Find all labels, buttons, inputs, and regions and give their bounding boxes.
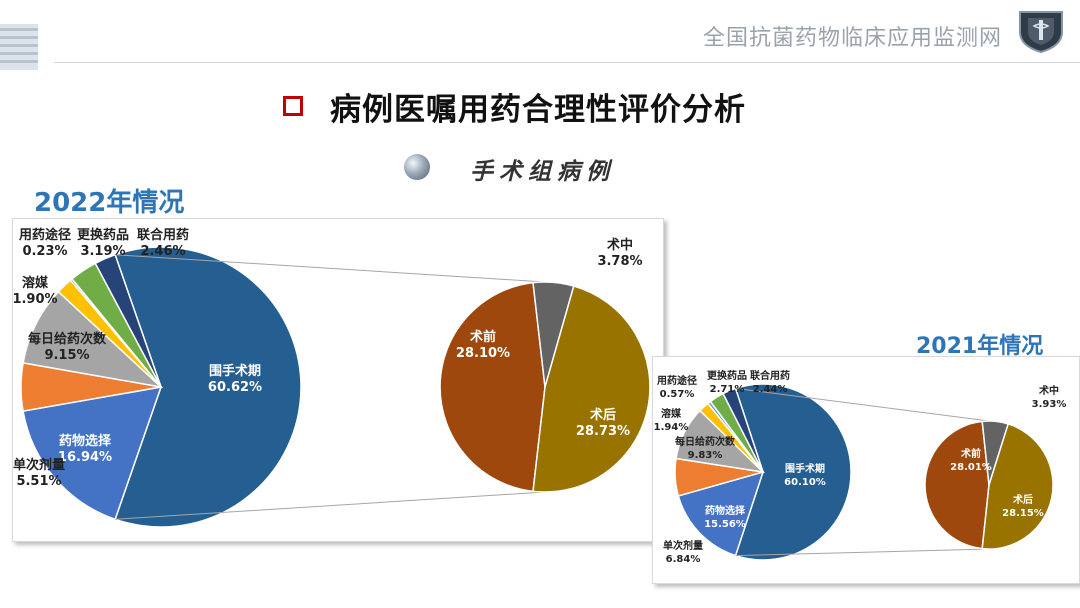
data-label-name: 围手术期 [785, 462, 825, 475]
connector-line [115, 491, 546, 520]
data-label-pct: 2.46% [140, 244, 185, 259]
data-label-pct: 9.15% [44, 348, 89, 363]
data-label-pct: 0.57% [660, 389, 695, 400]
data-label-pct: 9.83% [688, 450, 723, 461]
header-rule [54, 62, 1080, 63]
chart-2021-panel: 围手术期 60.10% 药物选择 15.56% 单次剂量 6.84% 每日给药次数 9.83%… [652, 356, 1080, 584]
data-label-name: 单次剂量 [663, 539, 703, 552]
breakdown-label-name: 术中 [1038, 384, 1059, 397]
connector-line [115, 254, 546, 283]
data-label-pct: 2.44% [753, 384, 788, 395]
data-label-name: 每日给药次数 [28, 331, 107, 347]
header-stripes-decoration [0, 24, 38, 70]
data-label-pct: 16.94% [58, 450, 112, 465]
breakdown-label-pct: 28.73% [576, 424, 630, 439]
chart-2021-svg: 围手术期 60.10% 药物选择 15.56%单次剂量 6.84% 每日给药次数 9.83%… [654, 369, 1067, 565]
chart-2022-panel: 围手术期 60.62% 药物选择 16.94% 单次剂量 5.51% 每日给药次数 9.15%… [12, 218, 664, 542]
data-label-pct: 2.71% [710, 384, 745, 395]
breakdown-slice [532, 285, 651, 493]
data-label-pct: 5.51% [16, 474, 61, 489]
data-label-pct: 60.62% [208, 380, 262, 395]
data-label-pct: 1.90% [13, 292, 58, 307]
data-label-name: 每日给药次数 [675, 435, 736, 448]
data-label-pct: 15.56% [704, 519, 746, 530]
pie-slice [22, 290, 164, 389]
data-label-pct: 6.84% [666, 554, 701, 565]
connector-line [735, 387, 990, 422]
subtitle: 手术组病例 [470, 158, 615, 185]
data-label-name: 用药途径 [18, 227, 71, 243]
pie-slice [94, 253, 162, 388]
breakdown-label-pct: 28.01% [950, 462, 992, 473]
breakdown-label-name: 术后 [589, 407, 616, 423]
pie-slice [114, 246, 302, 528]
shield-logo-icon [1012, 6, 1070, 54]
data-label-name: 围手术期 [209, 363, 261, 379]
breakdown-label-pct: 28.15% [1002, 508, 1044, 519]
data-label-name: 联合用药 [750, 369, 790, 382]
pie-slice [677, 470, 765, 557]
site-name: 全国抗菌药物临床应用监测网 [702, 26, 1002, 51]
data-label-pct: 1.94% [654, 422, 689, 433]
breakdown-label-name: 术前 [960, 447, 981, 460]
breakdown-slice [981, 422, 1054, 550]
sphere-bullet-icon [404, 154, 430, 180]
breakdown-label-pct: 28.10% [456, 346, 510, 361]
pie-slice [734, 383, 852, 561]
data-label-pct: 3.19% [80, 244, 125, 259]
data-label-name: 更换药品 [707, 369, 747, 382]
chart-2022-title: 2022年情况 [34, 188, 185, 218]
data-label-name: 用药途径 [656, 374, 697, 387]
breakdown-label-pct: 3.78% [597, 254, 642, 269]
breakdown-slice [924, 420, 990, 550]
slide-title: 病例医嘱用药合理性评价分析 [330, 92, 746, 128]
connector-line [735, 548, 990, 557]
data-label-name: 药物选择 [59, 433, 112, 449]
data-label-name: 溶媒 [661, 407, 682, 420]
data-label-name: 单次剂量 [13, 457, 65, 473]
data-label-pct: 0.23% [22, 244, 67, 259]
data-label-name: 药物选择 [705, 504, 746, 517]
chart-2021-title: 2021年情况 [916, 334, 1044, 359]
data-label-pct: 60.10% [784, 477, 826, 488]
breakdown-label-name: 术前 [469, 329, 496, 345]
breakdown-label-name: 术中 [606, 237, 633, 253]
breakdown-label-name: 术后 [1012, 493, 1033, 506]
breakdown-label-pct: 3.93% [1032, 399, 1067, 410]
data-label-name: 联合用药 [137, 227, 189, 243]
pie-slice [722, 387, 764, 473]
breakdown-slice [439, 281, 546, 493]
data-label-name: 更换药品 [77, 227, 129, 243]
pie-slice [22, 386, 163, 521]
title-bullet-icon [283, 96, 303, 116]
data-label-name: 溶媒 [22, 275, 49, 291]
